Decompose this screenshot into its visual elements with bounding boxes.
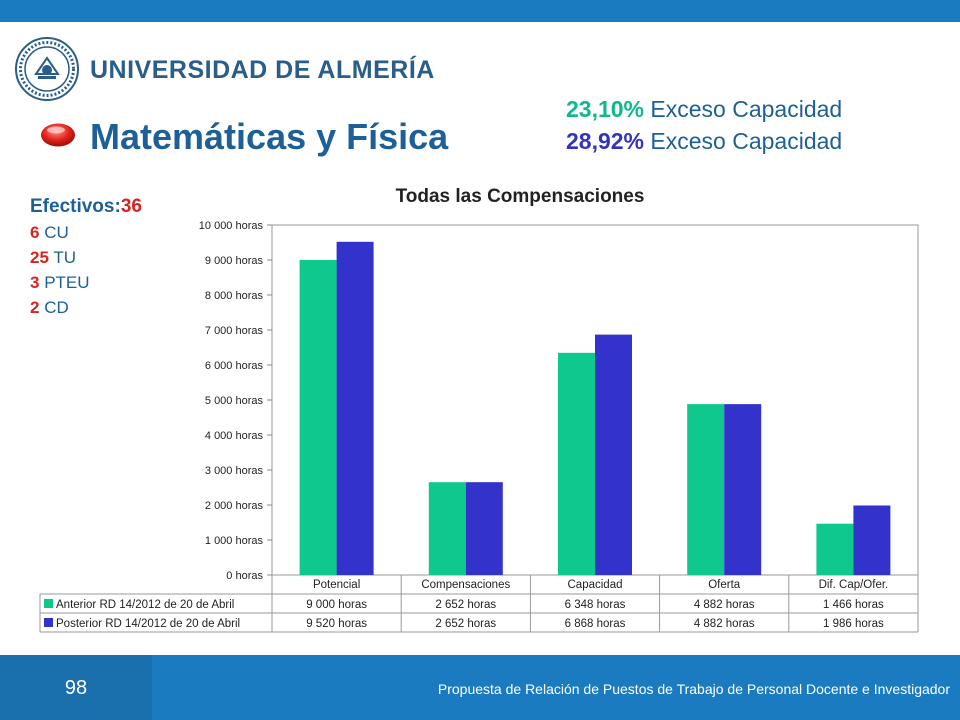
x-category-label: Capacidad bbox=[568, 579, 623, 591]
staff-item: 25 TU bbox=[30, 245, 142, 270]
staff-label: PTEU bbox=[39, 273, 90, 292]
page-number: 98 bbox=[64, 677, 88, 699]
bar bbox=[558, 352, 595, 575]
staff-label: CU bbox=[39, 223, 69, 242]
excess-label: Exceso Capacidad bbox=[644, 96, 843, 122]
excess-capacity-anterior: 23,10% Exceso Capacidad bbox=[566, 96, 842, 123]
bar bbox=[853, 505, 891, 575]
footer-bar bbox=[152, 655, 960, 720]
y-tick-label: 4 000 horas bbox=[205, 430, 264, 442]
data-label: 6 348 horas bbox=[565, 599, 626, 611]
data-label: 9 000 horas bbox=[306, 599, 367, 611]
legend-swatch bbox=[44, 618, 53, 627]
chart-title: Todas las Compensaciones bbox=[395, 186, 645, 207]
excess-pct: 23,10% bbox=[566, 96, 645, 122]
university-name: UNIVERSIDAD DE ALMERÍA bbox=[90, 56, 435, 84]
data-label: 9 520 horas bbox=[306, 618, 367, 630]
y-tick-label: 0 horas bbox=[226, 570, 263, 582]
staff-count: 2 bbox=[30, 298, 40, 317]
staff-count: 25 bbox=[30, 248, 49, 267]
excess-pct: 28,92% bbox=[566, 128, 645, 154]
page-title: Matemáticas y Física bbox=[90, 116, 449, 157]
staff-label: CD bbox=[39, 298, 69, 317]
bar bbox=[336, 241, 374, 576]
staff-total: 36 bbox=[120, 196, 142, 217]
y-tick-label: 6 000 horas bbox=[205, 360, 264, 372]
excess-label: Exceso Capacidad bbox=[644, 128, 843, 154]
bar bbox=[595, 334, 632, 575]
legend-series-name: Anterior RD 14/2012 de 20 de Abril bbox=[56, 599, 234, 611]
staff-label: TU bbox=[48, 248, 76, 267]
data-label: 1 466 horas bbox=[823, 599, 884, 611]
bar bbox=[724, 404, 762, 575]
staff-count: 3 bbox=[30, 273, 40, 292]
bar bbox=[465, 482, 503, 575]
data-label: 6 868 horas bbox=[565, 618, 626, 630]
x-category-label: Dif. Cap/Ofer. bbox=[819, 579, 889, 591]
bar bbox=[299, 260, 337, 575]
x-category-label: Potencial bbox=[313, 579, 360, 591]
y-tick-label: 9 000 horas bbox=[205, 255, 264, 267]
y-tick-label: 2 000 horas bbox=[205, 500, 264, 512]
footer-page-box bbox=[0, 655, 152, 720]
x-category-label: Oferta bbox=[708, 579, 741, 591]
data-label: 2 652 horas bbox=[435, 599, 496, 611]
university-seal-icon bbox=[15, 37, 79, 101]
footer-text: Propuesta de Relación de Puestos de Trab… bbox=[437, 681, 950, 697]
staff-summary: Efectivos:36 6 CU 25 TU 3 PTEU 2 CD bbox=[30, 194, 142, 320]
staff-heading-label: Efectivos: bbox=[30, 196, 121, 217]
staff-item: 2 CD bbox=[30, 295, 142, 320]
data-label: 4 882 horas bbox=[694, 599, 755, 611]
staff-item: 3 PTEU bbox=[30, 270, 142, 295]
staff-heading: Efectivos:36 bbox=[30, 194, 142, 220]
bar bbox=[428, 482, 466, 575]
staff-item: 6 CU bbox=[30, 220, 142, 245]
y-tick-label: 10 000 horas bbox=[199, 220, 264, 232]
excess-capacity-posterior: 28,92% Exceso Capacidad bbox=[566, 128, 842, 155]
legend-swatch bbox=[44, 599, 53, 608]
x-category-label: Compensaciones bbox=[421, 579, 510, 591]
y-tick-label: 7 000 horas bbox=[205, 325, 264, 337]
y-tick-label: 5 000 horas bbox=[205, 395, 264, 407]
staff-count: 6 bbox=[30, 223, 40, 242]
bar bbox=[816, 523, 854, 575]
red-oval-bullet-icon bbox=[41, 123, 75, 147]
legend-series-name: Posterior RD 14/2012 de 20 de Abril bbox=[56, 618, 240, 630]
data-label: 1 986 horas bbox=[823, 618, 884, 630]
y-tick-label: 1 000 horas bbox=[205, 535, 264, 547]
y-tick-label: 3 000 horas bbox=[205, 465, 264, 477]
data-label: 4 882 horas bbox=[694, 618, 755, 630]
data-label: 2 652 horas bbox=[435, 618, 496, 630]
top-bar bbox=[0, 0, 960, 22]
bar bbox=[687, 404, 725, 575]
y-tick-label: 8 000 horas bbox=[205, 290, 264, 302]
